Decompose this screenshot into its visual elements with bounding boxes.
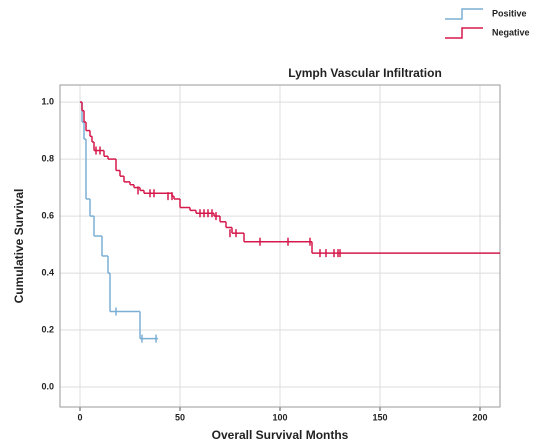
- x-axis-label: Overall Survival Months: [212, 428, 349, 442]
- x-tick-label: 100: [272, 412, 287, 422]
- y-tick-label: 0.6: [41, 210, 54, 220]
- legend-swatch: [445, 27, 483, 39]
- legend-label: Negative: [492, 27, 530, 37]
- y-tick-label: 0.4: [41, 267, 54, 277]
- y-tick-label: 0.2: [41, 324, 54, 334]
- plot-frame: [59, 84, 501, 408]
- chart-title: Lymph Vascular Infiltration: [288, 66, 442, 80]
- x-tick-label: 0: [77, 412, 82, 422]
- y-tick-label: 0.8: [41, 153, 54, 163]
- legend-label: Positive: [492, 8, 527, 18]
- x-tick-label: 50: [175, 412, 185, 422]
- x-tick-label: 150: [372, 412, 387, 422]
- legend-swatch: [445, 8, 483, 20]
- y-axis-label: Cumulative Survival: [12, 189, 26, 304]
- y-tick-label: 1.0: [41, 96, 54, 106]
- x-tick-label: 200: [472, 412, 487, 422]
- y-tick-label: 0.0: [41, 381, 54, 391]
